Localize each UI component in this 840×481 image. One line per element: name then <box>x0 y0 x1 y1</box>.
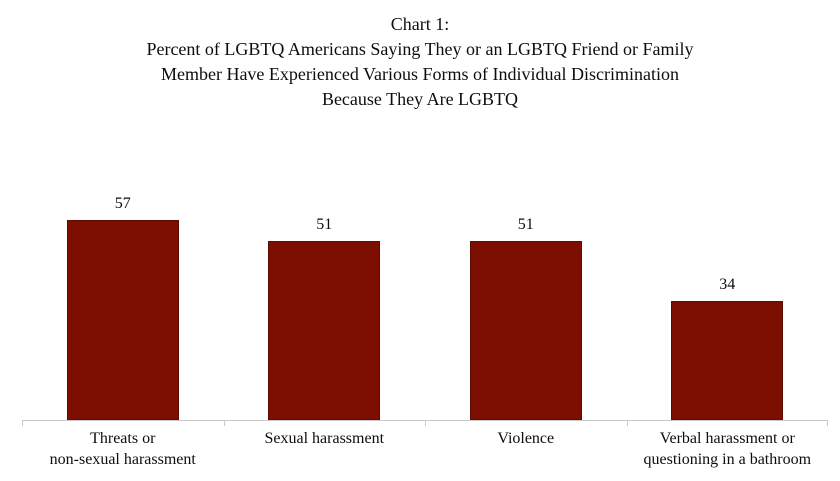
x-axis-line <box>22 420 828 426</box>
x-axis-category-label: Sexual harassment <box>264 430 385 447</box>
bar-value-label: 57 <box>114 195 131 212</box>
bar-value-label: 34 <box>719 276 736 293</box>
x-axis-category-label: Threats or non-sexual harassment <box>49 430 196 468</box>
bar <box>671 301 784 420</box>
bar-column: 57 <box>22 128 224 420</box>
x-axis-tick <box>223 421 225 426</box>
x-axis-tick <box>22 421 23 426</box>
chart-title: Chart 1: Percent of LGBTQ Americans Sayi… <box>146 14 694 109</box>
x-axis-labels: Threats or non-sexual harassment Sexual h… <box>22 428 828 470</box>
bar-value-label: 51 <box>316 216 333 233</box>
plot-area: 57 51 51 34 <box>22 128 829 426</box>
x-axis-tick <box>626 421 628 426</box>
bar <box>66 220 179 420</box>
x-axis-tick <box>425 421 426 426</box>
bar-value-label: 51 <box>517 216 534 233</box>
bar-column: 34 <box>627 128 829 420</box>
bar <box>268 241 381 420</box>
x-axis-category-label: Verbal harassment or questioning in a ba… <box>643 430 812 468</box>
x-axis-category-label: Violence <box>497 430 555 447</box>
bar-column: 51 <box>425 128 627 420</box>
x-axis-tick <box>827 421 828 426</box>
bar-column: 51 <box>224 128 426 420</box>
bar <box>469 241 582 420</box>
